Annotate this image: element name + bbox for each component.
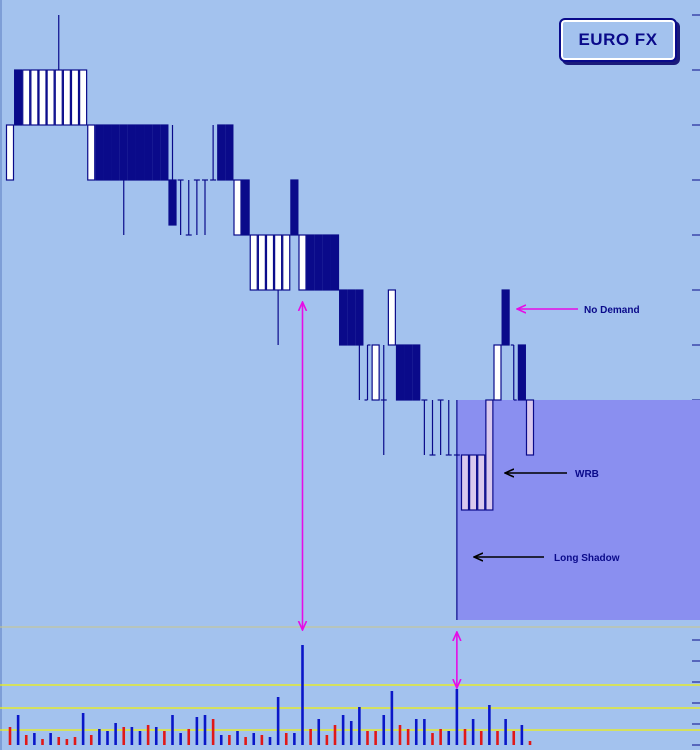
price-bar-body — [168, 179, 177, 226]
price-bar-body — [225, 124, 234, 181]
annotation-label: WRB — [575, 469, 599, 480]
price-bar-body — [144, 124, 153, 181]
price-bar-body — [290, 179, 299, 236]
price-bar-body — [70, 69, 80, 126]
price-bar-body — [460, 454, 470, 511]
price-bar-body — [517, 344, 526, 401]
price-bar-body — [322, 234, 331, 291]
price-bar-body — [404, 344, 413, 401]
price-bar-body — [274, 234, 283, 291]
price-bar-body — [469, 454, 478, 511]
price-bar-body — [5, 124, 15, 181]
price-bar-body — [493, 344, 502, 401]
price-bar-body — [412, 344, 421, 401]
price-bar-body — [298, 234, 307, 291]
price-bar-body — [371, 344, 380, 401]
price-bar-body — [46, 69, 55, 126]
price-bar-body — [54, 69, 63, 126]
price-bar-body — [38, 69, 47, 126]
price-bar-body — [314, 234, 323, 291]
price-bar-body — [111, 124, 120, 181]
price-bar-body — [501, 289, 510, 346]
price-bar-body — [233, 179, 242, 236]
price-bar-body — [160, 124, 169, 181]
price-bar-body — [217, 124, 226, 181]
price-bar-body — [355, 289, 364, 346]
price-bar-body — [62, 69, 71, 126]
price-bar-body — [103, 124, 112, 181]
price-bar-body — [119, 124, 128, 181]
price-bar-body — [241, 179, 250, 236]
price-bar-body — [87, 124, 96, 181]
chart-title: EURO FX — [559, 18, 677, 62]
price-bar-body — [282, 234, 291, 291]
price-bar-body — [257, 234, 266, 291]
price-bar-body — [95, 124, 104, 181]
price-bar-body — [485, 399, 494, 511]
annotation-label: No Demand — [584, 305, 640, 316]
price-bar-body — [152, 124, 161, 181]
supply-zone — [456, 400, 700, 620]
price-bar-body — [477, 454, 486, 511]
price-bar-body — [306, 234, 315, 291]
price-bar-body — [79, 69, 88, 126]
price-bar-body — [347, 289, 356, 346]
price-bar-body — [135, 124, 145, 181]
price-bar-body — [14, 69, 23, 126]
price-bar-body — [249, 234, 258, 291]
price-bar-body — [339, 289, 348, 346]
price-bar-body — [525, 399, 535, 456]
price-bar-body — [265, 234, 275, 291]
price-bar-body — [127, 124, 136, 181]
price-bar-body — [30, 69, 39, 126]
price-bar-body — [395, 344, 405, 401]
price-bar-body — [22, 69, 31, 126]
price-bar-body — [330, 234, 340, 291]
price-bar-body — [387, 289, 396, 346]
annotation-label: Long Shadow — [554, 553, 620, 564]
